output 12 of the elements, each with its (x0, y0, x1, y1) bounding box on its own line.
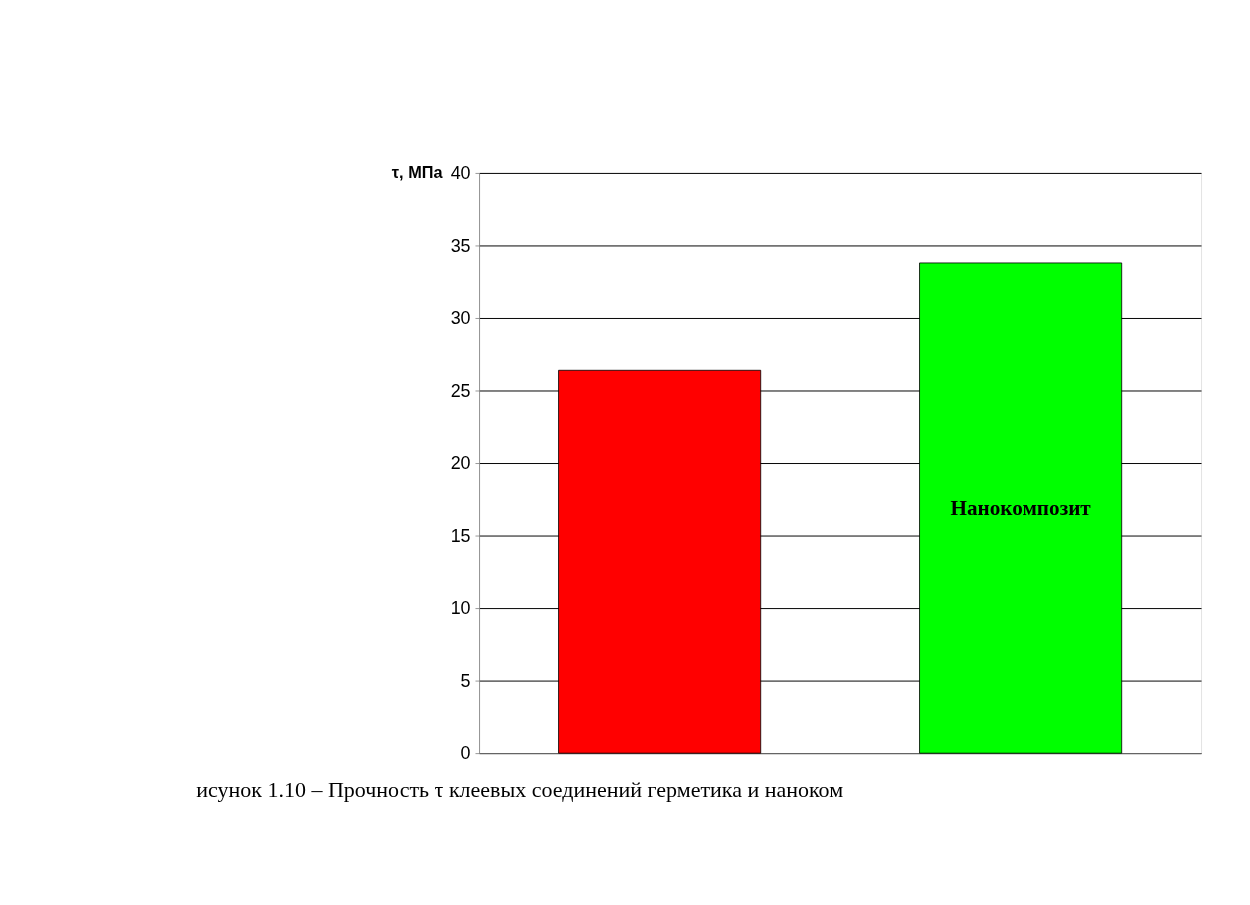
y-tick-label: 15 (450, 525, 471, 546)
y-tick-label: 35 (450, 235, 471, 256)
y-tick-label: 30 (450, 308, 471, 329)
y-tick-label: 25 (450, 380, 471, 401)
y-tick-label: 10 (450, 598, 471, 619)
text: исунок 1.10 – Прочность τ клеевых соединений герметика и наноком (196, 777, 844, 803)
y-tick-label: 0 (460, 743, 471, 764)
y-tick-label: 5 (460, 670, 471, 691)
y-axis-title: τ, МПа (391, 162, 444, 181)
x-tick-label: Нанокомпозит (950, 495, 1092, 520)
y-tick-label: 40 (450, 163, 471, 184)
y-tick-label: 20 (450, 453, 471, 474)
